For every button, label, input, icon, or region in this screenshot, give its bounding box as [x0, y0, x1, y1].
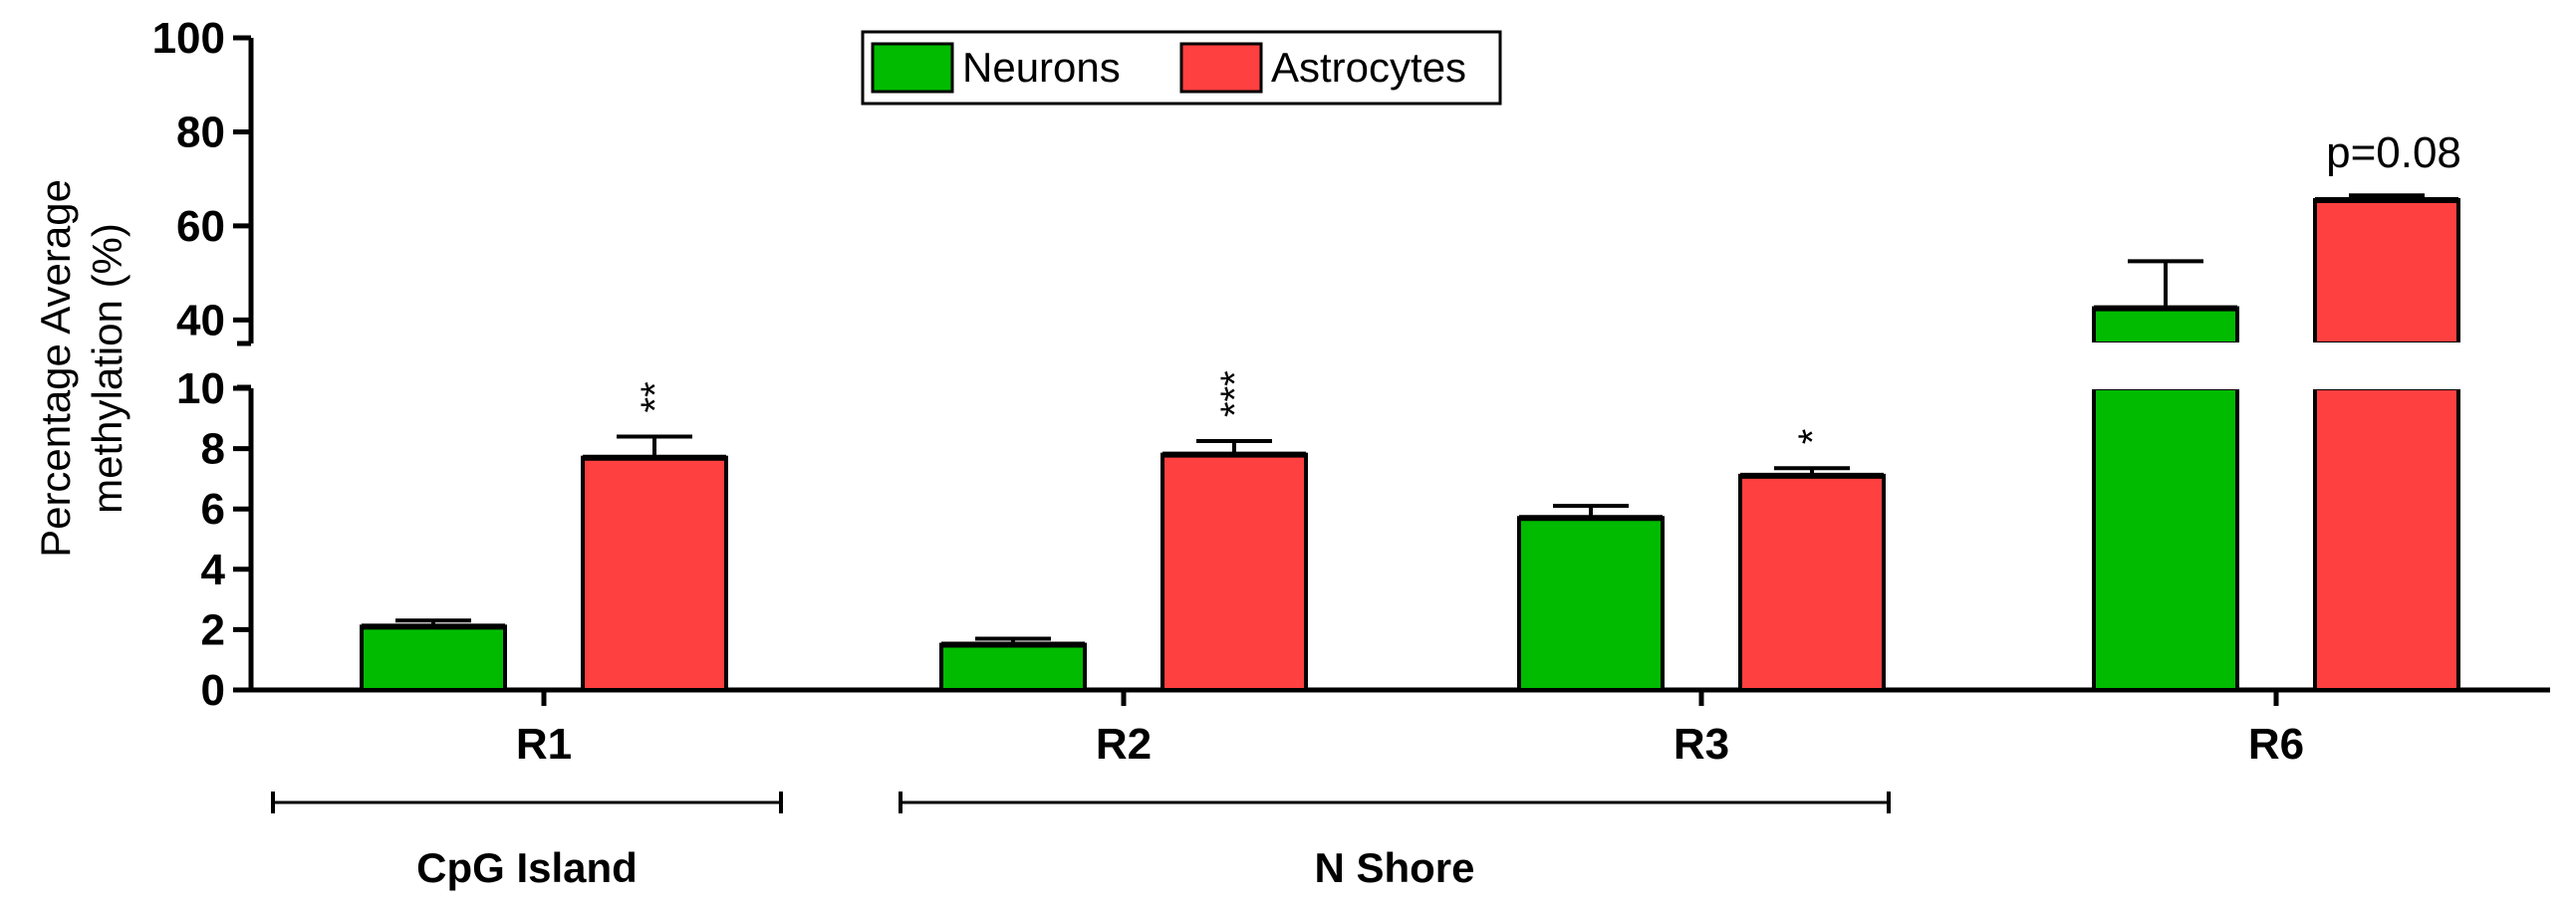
significance-annotation: * — [1791, 429, 1835, 445]
region-label: CpG Island — [416, 844, 638, 891]
y-tick-label: 2 — [201, 605, 225, 654]
bar-astrocytes-R3 — [1738, 473, 1886, 692]
bar-astrocytes-R2 — [1160, 452, 1308, 692]
y-tick-label: 100 — [152, 14, 225, 63]
y-tick-label: 60 — [176, 202, 225, 251]
bar-neurons-R6 — [2092, 306, 2239, 346]
significance-annotation: *** — [1213, 370, 1257, 417]
bar-break-gap — [2091, 342, 2240, 389]
bar-astrocytes-R6-lower — [2313, 386, 2460, 692]
bar-neurons-R3 — [1517, 516, 1665, 692]
text-layer: 0 2 4 6 8 10 40 60 80 100 Percentage Average methyl… — [32, 14, 2461, 891]
x-category-label: R3 — [1674, 720, 1729, 769]
x-category-label: R6 — [2248, 720, 2304, 769]
y-axis-title-line-1: Percentage Average — [32, 179, 79, 558]
y-tick-label: 6 — [201, 485, 225, 534]
bar-neurons-R2 — [939, 642, 1087, 692]
y-tick-label: 10 — [176, 364, 225, 413]
significance-annotation: ** — [634, 381, 677, 412]
bars-layer — [360, 193, 2461, 692]
legend-label-astrocytes: Astrocytes — [1271, 44, 1466, 91]
legend: Neurons Astrocytes — [861, 30, 1502, 106]
y-tick-label: 8 — [201, 425, 225, 474]
y-tick-label: 40 — [176, 296, 225, 344]
x-category-label: R2 — [1096, 720, 1152, 769]
legend-label-neurons: Neurons — [962, 44, 1121, 91]
legend-swatch-astrocytes — [1179, 42, 1263, 94]
y-tick-label: 80 — [176, 108, 225, 156]
legend-swatch-neurons — [871, 42, 954, 94]
bar-break-gap — [2312, 342, 2461, 389]
bar-astrocytes-R6 — [2313, 197, 2460, 345]
bar-astrocytes-R1 — [581, 455, 728, 692]
x-category-label: R1 — [516, 720, 572, 769]
y-axis-title-line-2: methylation (%) — [84, 223, 130, 514]
region-label: N Shore — [1314, 844, 1474, 891]
bar-neurons-R1 — [360, 624, 507, 692]
y-tick-label: 0 — [201, 666, 225, 715]
y-tick-label: 4 — [201, 546, 226, 594]
bar-neurons-R6-lower — [2092, 386, 2239, 692]
p-value-annotation: p=0.08 — [2326, 128, 2461, 177]
